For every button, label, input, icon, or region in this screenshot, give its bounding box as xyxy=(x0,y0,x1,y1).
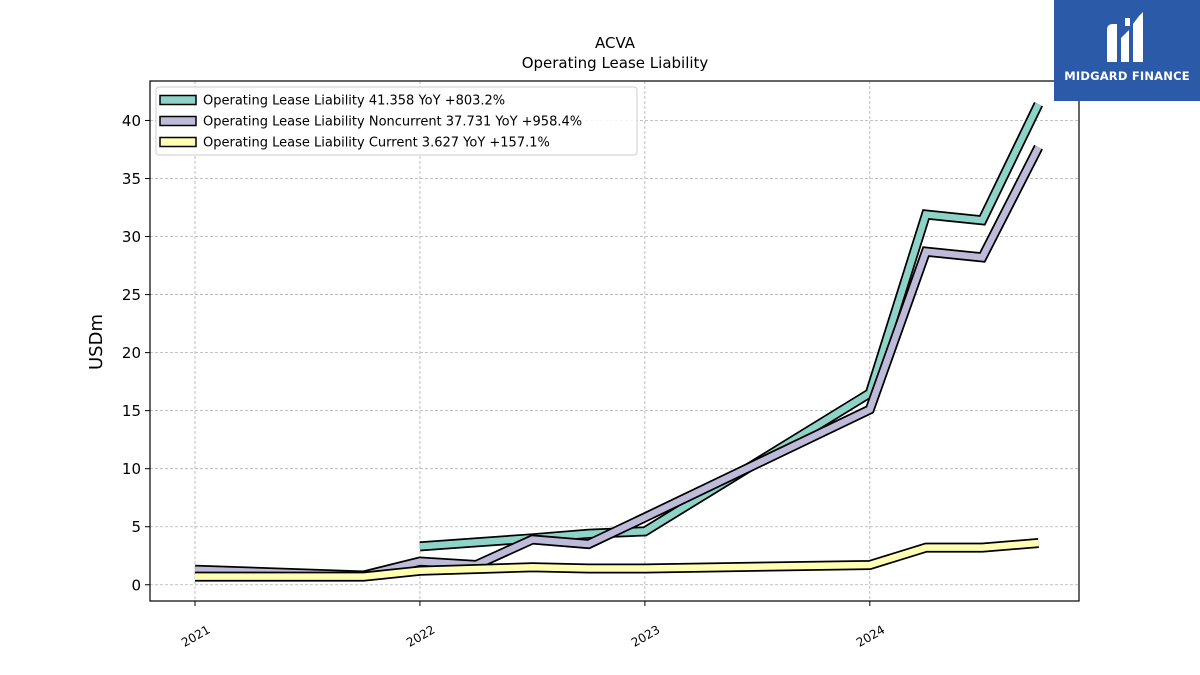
y-tick-label: 35 xyxy=(122,170,141,188)
legend-swatch-2 xyxy=(159,136,197,148)
legend-box xyxy=(155,86,638,156)
y-tick-label: 25 xyxy=(122,286,141,304)
chart-title: ACVA xyxy=(595,34,636,52)
legend: Operating Lease Liability 41.358 YoY +80… xyxy=(155,86,638,156)
logo-text: MIDGARD FINANCE xyxy=(1064,69,1190,83)
y-axis-label: USDm xyxy=(86,314,107,370)
legend-swatch-1 xyxy=(159,115,197,127)
legend-label-2: Operating Lease Liability Current 3.627 … xyxy=(203,136,550,151)
y-tick-label: 40 xyxy=(122,112,141,130)
legend-swatch-0 xyxy=(159,94,197,106)
plot-frame xyxy=(149,80,1080,602)
chart-subtitle: Operating Lease Liability xyxy=(522,54,709,72)
legend-label-1: Operating Lease Liability Noncurrent 37.… xyxy=(203,115,582,130)
x-tick-label: 2024 xyxy=(854,622,887,649)
y-tick-label: 5 xyxy=(131,518,141,536)
series-layer xyxy=(194,102,1044,582)
x-tick-label: 2022 xyxy=(404,622,437,649)
series-line-1 xyxy=(194,145,1042,579)
y-tick-label: 30 xyxy=(122,228,141,246)
x-tick-label: 2021 xyxy=(179,622,212,649)
series-outline-1 xyxy=(194,144,1043,581)
logo: MIDGARD FINANCE xyxy=(1054,0,1200,101)
y-tick-label: 0 xyxy=(131,576,141,594)
logo-mark-icon xyxy=(1107,12,1143,62)
legend-label-0: Operating Lease Liability 41.358 YoY +80… xyxy=(203,94,505,109)
y-tick-label: 15 xyxy=(122,402,141,420)
y-tick-label: 10 xyxy=(122,460,141,478)
series-line-2 xyxy=(195,539,1039,580)
x-tick-label: 2023 xyxy=(629,622,662,649)
grid xyxy=(150,81,1079,601)
y-tick-label: 20 xyxy=(122,344,141,362)
